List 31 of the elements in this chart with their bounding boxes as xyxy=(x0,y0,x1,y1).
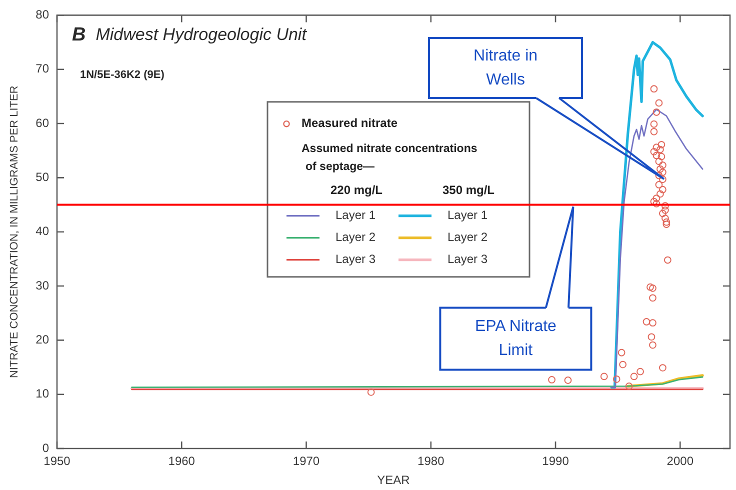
annotation: EPA Nitrate Limit xyxy=(474,318,557,360)
text: 1N/5E-36K2 (9E) xyxy=(80,69,165,82)
legend-title: Assumed nitrate concentrations of septage— xyxy=(302,143,478,174)
y-tick-label: 40 xyxy=(36,224,50,238)
legend-label: Layer 3 xyxy=(336,252,376,266)
text: B Midwest Hydrogeologic Unit xyxy=(72,24,308,46)
x-axis-title: YEAR xyxy=(377,473,410,488)
legend-label: Measured nitrate xyxy=(302,116,398,130)
y-tick-label: 30 xyxy=(36,278,50,292)
legend-label: Layer 2 xyxy=(448,230,488,244)
x-tick-label: 1950 xyxy=(44,454,71,468)
y-tick-label: 80 xyxy=(36,8,50,22)
annotation: Nitrate in Wells xyxy=(474,47,538,88)
x-tick-label: 1970 xyxy=(292,454,320,468)
legend-label: Layer 2 xyxy=(336,230,376,244)
x-tick-label: 1960 xyxy=(168,454,196,468)
legend-label: Layer 3 xyxy=(448,252,488,266)
y-tick-label: 10 xyxy=(36,386,50,401)
annotation: 350 mg/L xyxy=(442,183,495,198)
x-tick-label: 2000 xyxy=(666,454,694,468)
y-tick-label: 0 xyxy=(42,440,50,455)
y-tick-label: 20 xyxy=(36,332,50,346)
legend-label: Layer 1 xyxy=(448,208,488,222)
y-tick-label: 60 xyxy=(36,116,50,130)
y-tick-label: 70 xyxy=(36,62,50,76)
x-tick-label: 1980 xyxy=(418,454,445,468)
y-tick-label: 50 xyxy=(36,170,50,184)
y-axis-title: NITRATE CONCENTRATION, IN MILLIGRAMS PER LITER xyxy=(8,86,21,378)
legend-label: Layer 1 xyxy=(336,208,376,222)
x-tick-label: 1990 xyxy=(542,454,570,468)
annotation: 220 mg/L xyxy=(330,183,383,198)
